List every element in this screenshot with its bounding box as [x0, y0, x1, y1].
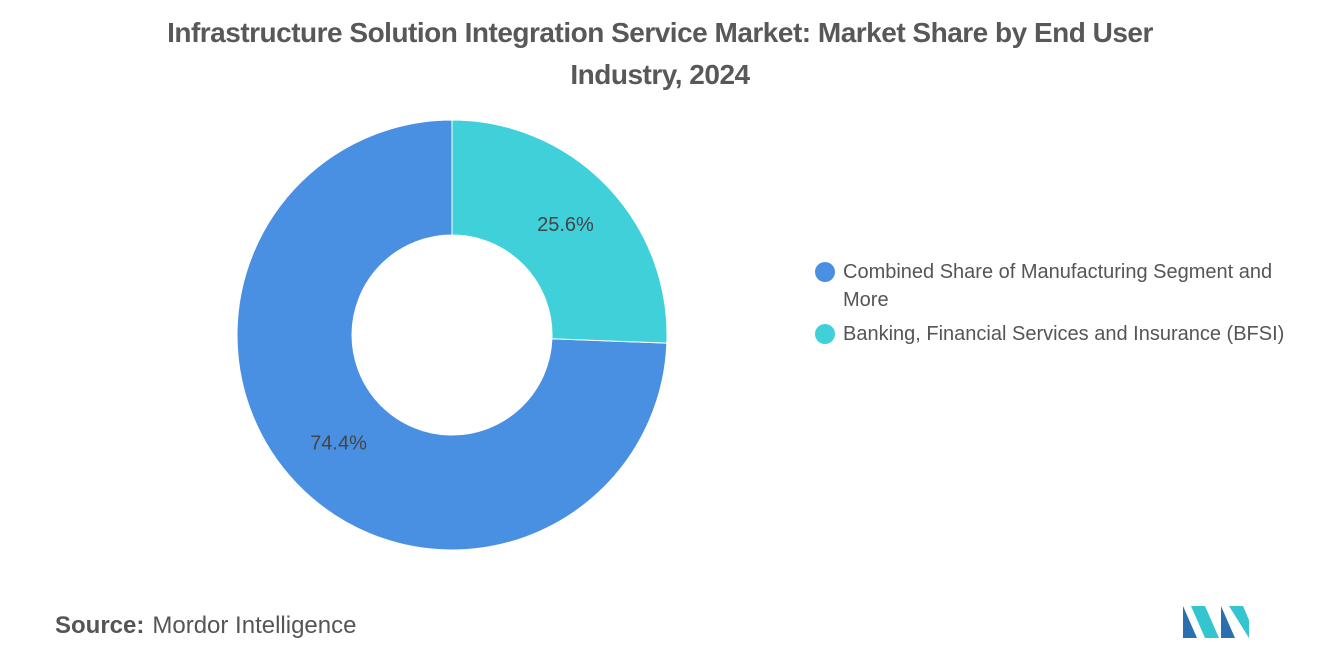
legend-label: Combined Share of Manufacturing Segment …: [843, 261, 1273, 311]
chart-title: Infrastructure Solution Integration Serv…: [167, 17, 1153, 90]
legend-label: Banking, Financial Services and Insuranc…: [843, 323, 1285, 345]
legend-marker: [815, 324, 835, 344]
source: Source: Mordor Intelligence: [55, 612, 356, 640]
legend-marker: [815, 262, 835, 282]
data-label: 74.4%: [310, 433, 367, 455]
legend: Combined Share of Manufacturing Segment …: [815, 258, 1295, 354]
slice: [236, 119, 668, 551]
logo-shape: [1229, 606, 1249, 638]
slice: [451, 119, 668, 344]
legend-item: Combined Share of Manufacturing Segment …: [815, 258, 1295, 314]
logo-shape: [1221, 606, 1235, 638]
logo-shape: [1191, 606, 1219, 638]
logo: [1183, 606, 1249, 638]
source-label: Source:: [55, 612, 145, 639]
legend-item: Banking, Financial Services and Insuranc…: [815, 320, 1295, 348]
logo-shape: [1183, 606, 1197, 638]
source-text: Mordor Intelligence: [152, 612, 357, 639]
data-label: 25.6%: [537, 214, 594, 236]
